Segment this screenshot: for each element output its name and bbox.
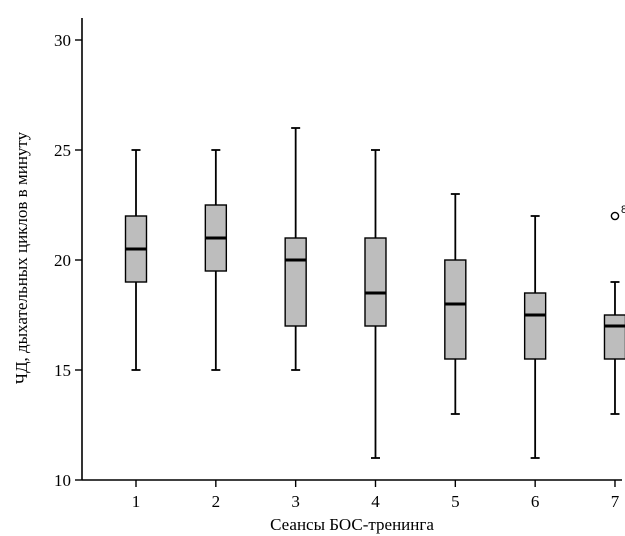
iqr-box	[364, 237, 387, 327]
box-series: 8	[124, 127, 625, 459]
iqr-box	[284, 237, 307, 327]
axes: 10 15 20 25 30 1 2 3 4 5 6 7	[54, 18, 622, 511]
x-tick-label: 4	[371, 492, 380, 511]
y-axis-title: ЧД, дыхательных циклов в минуту	[12, 131, 31, 384]
iqr-box	[444, 259, 467, 360]
x-tick-label: 2	[212, 492, 221, 511]
x-axis-title: Сеансы БОС-тренинга	[270, 515, 434, 534]
box-3	[284, 127, 307, 371]
iqr-box	[603, 314, 625, 360]
y-tick-label: 30	[54, 31, 71, 50]
iqr-box	[523, 292, 547, 360]
box-7: 8	[603, 204, 625, 415]
x-tick-label: 3	[291, 492, 300, 511]
x-tick-label: 1	[132, 492, 141, 511]
y-tick-label: 25	[54, 141, 71, 160]
outlier-label: 8	[621, 204, 625, 216]
x-tick-label: 6	[531, 492, 540, 511]
box-6	[523, 215, 547, 459]
x-tick-label: 5	[451, 492, 460, 511]
x-tick-label: 7	[611, 492, 620, 511]
box-4	[364, 149, 387, 459]
y-tick-label: 20	[54, 251, 71, 270]
box-1	[124, 149, 148, 371]
outlier-point	[610, 211, 620, 221]
box-5	[444, 193, 467, 415]
y-tick-label: 10	[54, 471, 71, 490]
y-tick-label: 15	[54, 361, 71, 380]
box-2	[204, 149, 228, 371]
